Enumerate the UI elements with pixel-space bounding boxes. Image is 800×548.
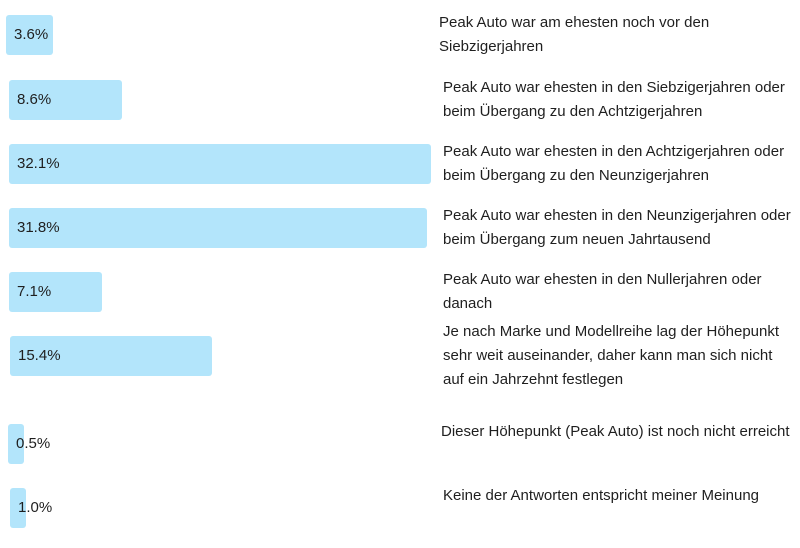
- chart-bar: [9, 208, 428, 248]
- chart-value-label: 31.8%: [17, 219, 60, 236]
- chart-value-label: 32.1%: [17, 155, 60, 172]
- chart-row: 7.1% Peak Auto war ehesten in den Nullerj…: [0, 271, 800, 312]
- chart-row: 15.4% Je nach Marke und Modellreihe lag d…: [0, 323, 800, 388]
- chart-value-label: 8.6%: [17, 91, 52, 108]
- chart-bar: [8, 424, 24, 464]
- chart-value-label: 1.0%: [18, 499, 53, 516]
- chart-bar: [9, 272, 103, 312]
- chart-row: 31.8% Peak Auto war ehesten in den Neunzi…: [0, 207, 800, 248]
- chart-bar: [9, 144, 431, 184]
- chart-category-label: Peak Auto war ehesten in den Siebzigerja…: [443, 79, 785, 120]
- chart-bar: [6, 15, 54, 55]
- chart-category-label: Peak Auto war ehesten in den Achtzigerja…: [443, 143, 785, 184]
- chart-value-label: 0.5%: [16, 435, 51, 452]
- chart-row: 1.0% Keine der Antworten entspricht meine…: [0, 487, 800, 528]
- chart-row: 0.5% Dieser Höhepunkt (Peak Auto) ist noc…: [0, 423, 800, 464]
- chart-value-label: 3.6%: [14, 26, 49, 43]
- chart-row: 8.6% Peak Auto war ehesten in den Siebzig…: [0, 79, 800, 120]
- chart-value-label: 15.4%: [18, 347, 61, 364]
- chart-bar: [10, 336, 213, 376]
- chart-category-label: Peak Auto war am ehesten noch vor den Si…: [439, 14, 710, 55]
- chart-bar: [10, 488, 26, 528]
- chart-category-label: Dieser Höhepunkt (Peak Auto) ist noch ni…: [441, 423, 790, 440]
- chart-category-label: Peak Auto war ehesten in den Nullerjahre…: [443, 271, 762, 312]
- chart-value-label: 7.1%: [17, 283, 52, 300]
- chart-category-label: Je nach Marke und Modellreihe lag der Hö…: [443, 323, 780, 388]
- chart-row: 32.1% Peak Auto war ehesten in den Achtzi…: [0, 143, 800, 184]
- chart-bar: [9, 80, 123, 120]
- chart-row: 3.6% Peak Auto war am ehesten noch vor de…: [0, 14, 800, 55]
- chart-category-label: Keine der Antworten entspricht meiner Me…: [443, 487, 760, 504]
- chart-category-label: Peak Auto war ehesten in den Neunzigerja…: [443, 207, 791, 248]
